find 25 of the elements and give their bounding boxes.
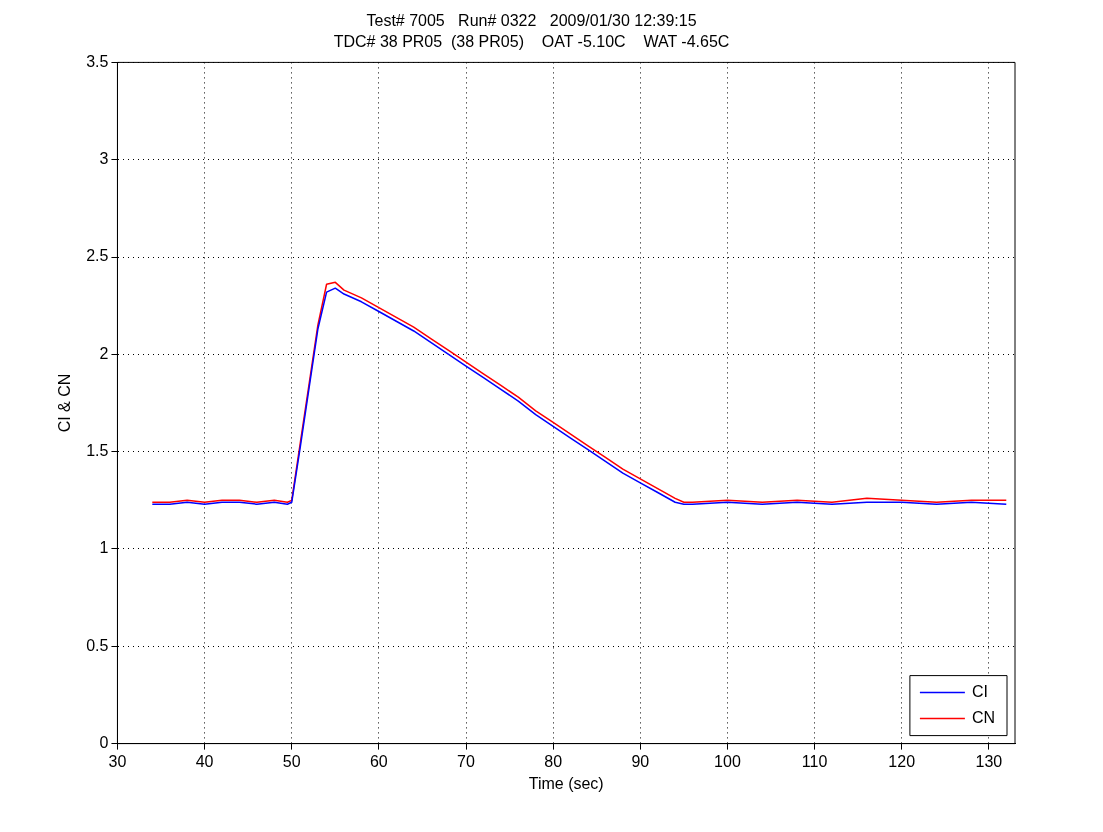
y-tick-label: 3 [99,150,109,168]
y-tick-label: 0 [99,734,109,752]
x-tick-label: 90 [631,752,650,770]
y-tick-label: 2.5 [86,247,109,265]
x-tick-label: 80 [544,752,563,770]
x-tick-label: 100 [714,752,741,770]
x-tick-label: 110 [801,752,828,770]
x-tick-label: 40 [195,752,214,770]
x-tick-label: 130 [975,752,1003,770]
y-tick-label: 3.5 [86,52,109,70]
y-tick-label: 1 [99,539,109,557]
x-axis-title: Time (sec) [528,774,604,792]
chart-title: Test# 7005 Run# 0322 2009/01/30 12:39:15 [366,12,697,30]
y-tick-label: 1.5 [86,442,109,460]
x-tick-label: 70 [457,752,476,770]
y-tick-label: 0.5 [86,636,109,654]
legend-label: CI [971,683,988,701]
x-tick-label: 50 [282,752,301,770]
x-tick-label: 120 [888,752,916,770]
x-tick-label: 60 [369,752,388,770]
y-tick-label: 2 [99,344,109,362]
chart-subtitle: TDC# 38 PR05 (38 PR05) OAT -5.10C WAT -4.65C [333,33,730,51]
y-axis-title: CI & CN [56,373,74,433]
x-tick-label: 30 [108,752,127,770]
legend-label: CN [971,709,995,727]
